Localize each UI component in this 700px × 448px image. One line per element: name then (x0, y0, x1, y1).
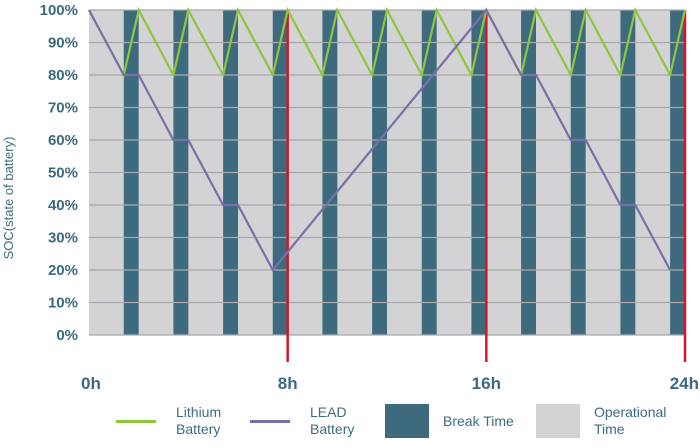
x-tick-label: 16h (472, 374, 501, 393)
y-tick-label: 80% (48, 67, 78, 84)
y-axis-label: SOC(state of battery) (1, 137, 16, 260)
legend-item-break: Break Time (385, 404, 514, 438)
legend-swatch-lead (250, 419, 290, 423)
y-tick-label: 90% (48, 35, 78, 52)
soc-chart: 0% 10% 20% 30% 40% 50% 60% 70% 80% 90% 100% 0h 8h 16… (1, 2, 699, 393)
legend-item-operational: Operational Time (536, 404, 666, 438)
y-tick-label: 40% (48, 197, 78, 214)
y-tick-label: 100% (40, 2, 78, 19)
legend-swatch-break (385, 404, 429, 438)
series-line (88, 6, 687, 79)
legend-item-lithium: Lithium Battery (116, 404, 221, 438)
y-tick-label: 50% (48, 165, 78, 182)
shift-markers (286, 10, 687, 362)
y-tick-label: 70% (48, 100, 78, 117)
legend-label-break: Break Time (443, 412, 514, 429)
chart-legend: Lithium Battery LEAD Battery Break Time … (0, 400, 700, 448)
y-tick-labels: 0% 10% 20% 30% 40% 50% 60% 70% 80% 90% 100% (40, 2, 78, 344)
legend-label-operational: Operational Time (594, 404, 667, 437)
series-line (88, 8, 672, 272)
y-tick-label: 30% (48, 230, 78, 247)
y-tick-label: 0% (56, 327, 78, 344)
legend-swatch-lithium (116, 419, 156, 423)
x-tick-labels: 0h 8h 16h 24h (81, 374, 699, 393)
legend-label-lithium: Lithium Battery (176, 404, 222, 437)
break-time-bands (123, 10, 685, 335)
series-lines (88, 6, 687, 272)
legend-swatch-operational (536, 404, 580, 438)
legend-item-lead: LEAD Battery (250, 404, 354, 438)
legend-label-lead: LEAD Battery (310, 404, 355, 437)
x-tick-label: 24h (670, 374, 699, 393)
y-tick-label: 60% (48, 132, 78, 149)
x-tick-label: 8h (278, 374, 298, 393)
y-tick-label: 20% (48, 262, 78, 279)
x-tick-label: 0h (81, 374, 101, 393)
y-tick-label: 10% (48, 295, 78, 312)
